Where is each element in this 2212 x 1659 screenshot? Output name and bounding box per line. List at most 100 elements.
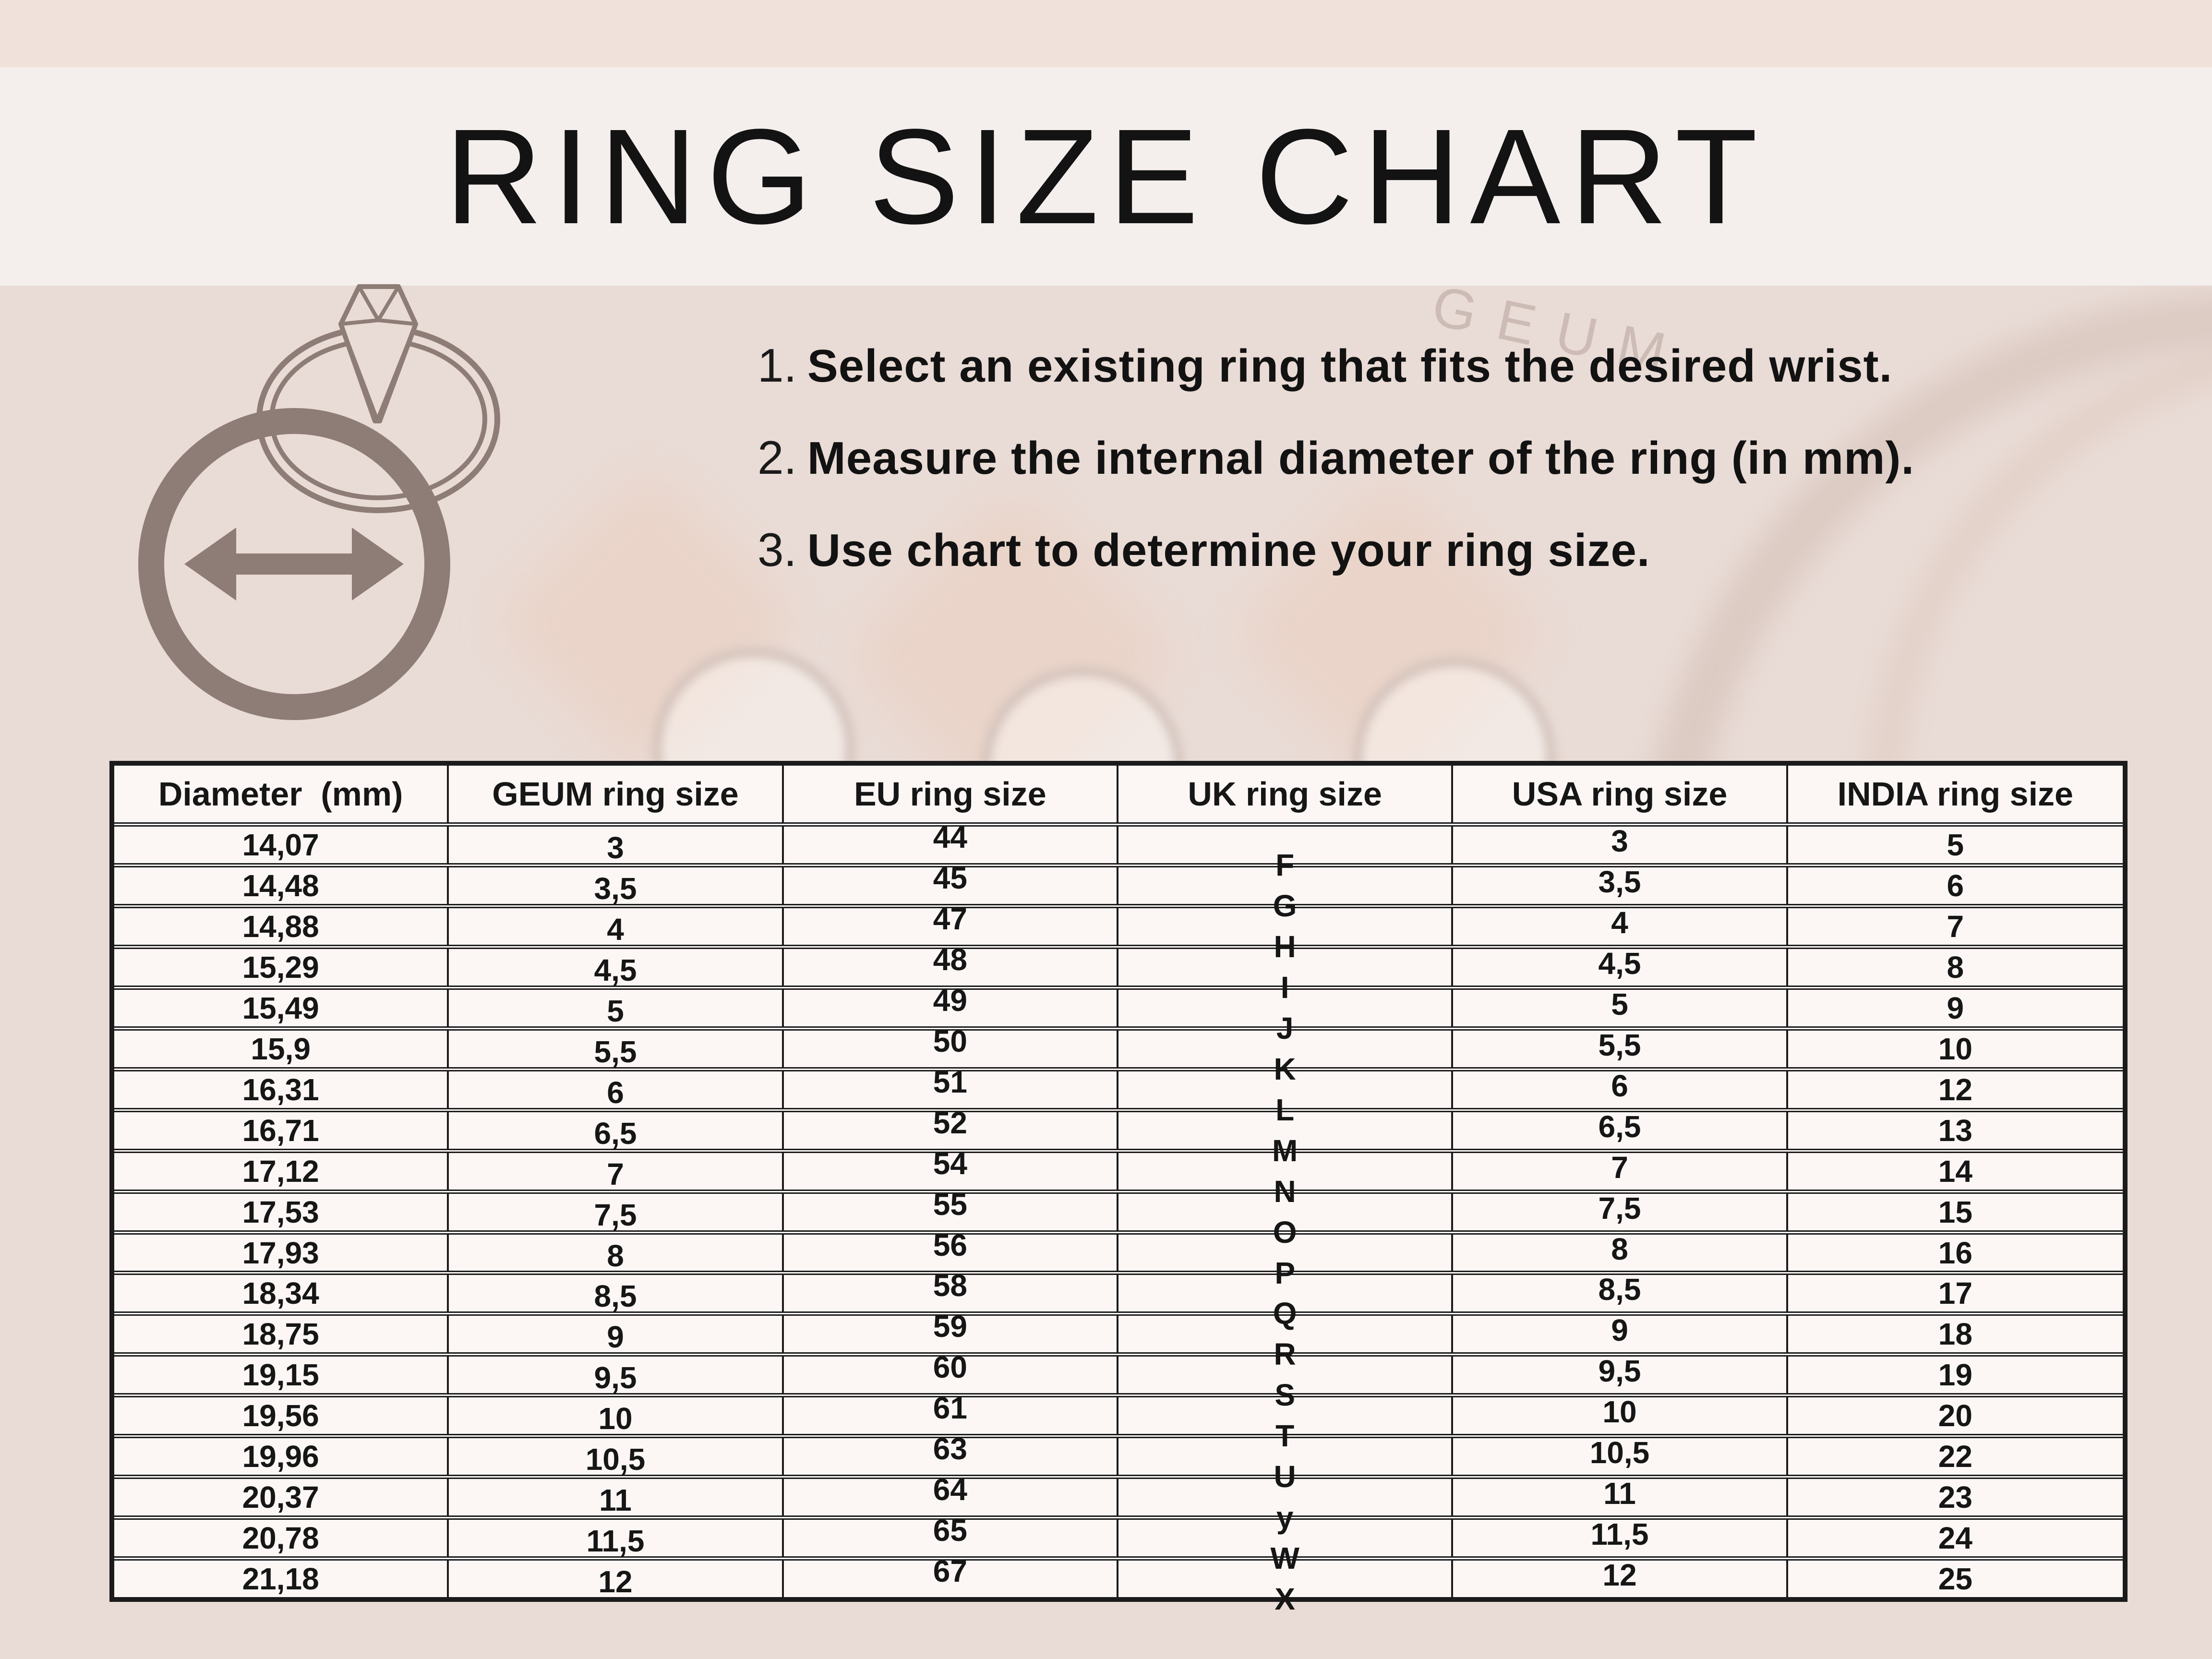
table-cell: 7: [449, 1153, 784, 1191]
cell-value: 12: [598, 1564, 633, 1599]
cell-value: 10: [598, 1401, 633, 1436]
table-cell: L: [1118, 1071, 1454, 1127]
table-cell: U: [1118, 1438, 1454, 1494]
cell-value: 16: [1938, 1235, 1972, 1270]
cell-value: G: [1273, 888, 1297, 923]
cell-value: 25: [1938, 1562, 1972, 1597]
cell-value: 16,71: [242, 1113, 319, 1148]
cell-value: 6: [607, 1075, 624, 1110]
table-row: 19,96 10,5 63 U 10,5 22: [114, 1431, 2123, 1494]
table-cell: 12: [1453, 1558, 1788, 1598]
table-cell: 63: [784, 1431, 1118, 1475]
cell-value: 18,75: [242, 1317, 319, 1352]
table-cell: 61: [784, 1391, 1118, 1434]
cell-value: 16,31: [242, 1072, 319, 1107]
cell-value: 19,96: [242, 1439, 319, 1474]
table-row: 15,29 4,5 48 I 4,5 8: [114, 942, 2123, 1005]
cell-value: 60: [933, 1350, 967, 1385]
table-cell: y: [1118, 1479, 1454, 1535]
cell-value: U: [1274, 1459, 1296, 1494]
table-cell: 22: [1788, 1438, 2123, 1475]
cell-value: 10,5: [1589, 1435, 1650, 1470]
diameter-circle-icon: [138, 408, 450, 720]
cell-value: 22: [1938, 1439, 1972, 1474]
cell-value: P: [1274, 1255, 1295, 1290]
table-row: 15,9 5,5 50 K 5,5 10: [114, 1023, 2123, 1086]
instruction-step-2: 2. Measure the internal diameter of the …: [757, 431, 1914, 484]
column-header-label: UK ring size: [1188, 775, 1382, 813]
table-cell: X: [1118, 1561, 1454, 1616]
cell-value: 20: [1938, 1398, 1972, 1433]
table-cell: 48: [784, 942, 1118, 986]
cell-value: 3: [607, 830, 624, 865]
table-cell: 6,5: [1453, 1109, 1788, 1149]
cell-value: 21,18: [242, 1562, 319, 1597]
cell-value: 6,5: [1598, 1109, 1641, 1144]
table-cell: 16: [1788, 1235, 2123, 1271]
table-row: 16,31 6 51 L 6 12: [114, 1065, 2123, 1127]
table-cell: 19: [1788, 1357, 2123, 1393]
cell-value: 8: [1947, 950, 1964, 985]
cell-value: 7,5: [594, 1197, 637, 1232]
table-cell: 19,56: [114, 1397, 449, 1434]
table-cell: M: [1118, 1112, 1454, 1168]
column-header: INDIA ring size: [1788, 766, 2123, 822]
cell-value: 61: [933, 1391, 967, 1426]
instruction-step-1: 1. Select an existing ring that fits the…: [757, 340, 1914, 392]
cell-value: 17: [1938, 1276, 1972, 1311]
column-header-label: INDIA ring size: [1837, 775, 2073, 813]
table-cell: 18,75: [114, 1316, 449, 1353]
cell-value: J: [1276, 1010, 1294, 1046]
cell-value: 14: [1938, 1154, 1972, 1189]
table-cell: N: [1118, 1153, 1454, 1209]
cell-value: S: [1274, 1378, 1295, 1413]
table-cell: 10: [1788, 1031, 2123, 1067]
cell-value: 54: [933, 1146, 967, 1181]
cell-value: 9: [1611, 1313, 1628, 1348]
cell-value: 4,5: [594, 952, 637, 987]
ring-size-table: Diameter (mm) GEUM ring size EU ring size U…: [109, 761, 2128, 1616]
table-cell: 6,5: [449, 1112, 784, 1151]
cell-value: 5: [607, 993, 624, 1028]
table-cell: 14,07: [114, 827, 449, 863]
table-cell: 9,5: [449, 1357, 784, 1395]
cell-value: 3: [1611, 823, 1628, 858]
table-cell: 16,71: [114, 1112, 449, 1149]
table-cell: W: [1118, 1520, 1454, 1575]
cell-value: 14,88: [242, 909, 319, 944]
step-number: 2.: [757, 431, 797, 484]
table-cell: 5,5: [449, 1030, 784, 1069]
step-text: Select an existing ring that fits the de…: [807, 340, 1893, 392]
column-header: Diameter (mm): [114, 766, 449, 822]
table-cell: 3,5: [449, 867, 784, 906]
table-cell: 45: [784, 861, 1118, 904]
table-cell: 49: [784, 983, 1118, 1026]
table-cell: 11: [1453, 1476, 1788, 1516]
table-cell: 18: [1788, 1316, 2123, 1352]
cell-value: 4: [1611, 905, 1628, 940]
table-cell: 9: [1788, 990, 2123, 1026]
cell-value: 5,5: [1598, 1027, 1641, 1062]
table-cell: T: [1118, 1397, 1454, 1453]
table-cell: 47: [784, 902, 1118, 945]
cell-value: 50: [933, 1023, 967, 1058]
double-arrow-icon: [184, 528, 404, 601]
column-header-label: Diameter (mm): [158, 775, 403, 813]
cell-value: 7: [607, 1156, 624, 1191]
table-cell: F: [1118, 827, 1454, 882]
cell-value: 19,15: [242, 1358, 319, 1393]
table-cell: 15: [1788, 1194, 2123, 1230]
table-cell: 3: [1453, 824, 1788, 863]
cell-value: 4: [607, 912, 624, 947]
cell-value: T: [1275, 1419, 1295, 1454]
cell-value: 10: [1938, 1031, 1972, 1066]
table-row: 15,49 5 49 J 5 9: [114, 983, 2123, 1046]
table-cell: 4,5: [449, 949, 784, 987]
table-cell: 8: [1788, 949, 2123, 986]
cell-value: 8,5: [1598, 1272, 1641, 1307]
ring-measurement-illustration: [138, 284, 500, 720]
table-cell: 7: [1453, 1150, 1788, 1190]
column-header-label: EU ring size: [854, 775, 1046, 813]
table-cell: 51: [784, 1065, 1118, 1108]
cell-value: M: [1272, 1133, 1298, 1168]
